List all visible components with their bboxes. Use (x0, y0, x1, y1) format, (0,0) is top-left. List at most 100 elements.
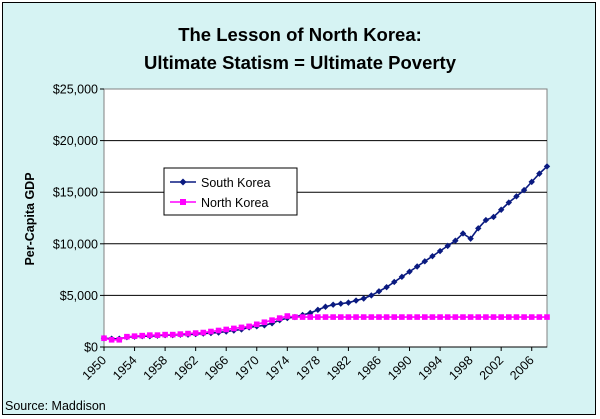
data-point-north-korea (124, 333, 130, 340)
data-point-north-korea (261, 319, 268, 326)
data-point-south-korea (520, 186, 528, 194)
y-tick-label: $15,000 (53, 186, 98, 200)
y-tick-label: $5,000 (60, 289, 98, 303)
data-point-north-korea (437, 314, 443, 320)
data-point-south-korea (322, 303, 329, 310)
data-point-north-korea (460, 314, 466, 320)
x-tick-label: 1954 (110, 353, 140, 383)
data-point-north-korea (162, 331, 168, 338)
data-point-north-korea (292, 314, 298, 320)
data-point-north-korea (284, 313, 291, 319)
x-tick-label: 2002 (477, 353, 507, 383)
y-axis: $0 $5,000 $10,000 $15,000 $20,000 $25,000 (53, 83, 104, 355)
data-point-north-korea (399, 314, 405, 320)
data-point-south-korea (352, 297, 360, 304)
data-point-north-korea (391, 314, 398, 320)
data-point-north-korea (131, 333, 138, 339)
data-point-south-korea (345, 299, 352, 306)
data-point-north-korea (139, 332, 145, 339)
data-point-north-korea (383, 314, 390, 320)
data-point-north-korea (544, 314, 550, 320)
x-tick-label: 1990 (385, 353, 415, 383)
data-point-north-korea (406, 314, 413, 320)
data-point-north-korea (223, 326, 230, 333)
chart-title-line-1: The Lesson of North Korea: (178, 24, 422, 45)
y-tick-label: $25,000 (53, 83, 98, 97)
data-point-north-korea (231, 325, 237, 332)
x-tick-label: 1998 (446, 353, 476, 383)
data-point-north-korea (360, 314, 367, 320)
data-point-south-korea (475, 225, 482, 232)
data-point-north-korea (414, 314, 420, 320)
data-point-south-korea (337, 300, 344, 307)
data-point-north-korea (169, 331, 176, 338)
data-point-south-korea (513, 193, 520, 200)
data-point-south-korea (543, 163, 551, 170)
x-tick-label: 1950 (80, 353, 110, 383)
x-tick-label: 2006 (507, 353, 537, 383)
data-point-north-korea (116, 336, 123, 343)
data-point-north-korea (490, 314, 497, 320)
x-tick-label: 1986 (355, 353, 385, 383)
source-note: Source: Maddison (5, 399, 106, 413)
data-point-south-korea (497, 206, 505, 213)
data-point-north-korea (246, 323, 252, 330)
data-point-north-korea (154, 332, 161, 338)
data-point-south-korea (406, 268, 413, 275)
x-tick-label: 1994 (416, 353, 446, 383)
x-tick-label: 1958 (141, 353, 171, 383)
data-point-north-korea (307, 314, 314, 320)
data-point-south-korea (490, 213, 497, 221)
data-point-south-korea (459, 230, 467, 237)
data-point-north-korea (208, 328, 214, 335)
x-tick-label: 1962 (171, 353, 201, 383)
data-point-north-korea (299, 314, 306, 320)
data-point-south-korea (360, 295, 367, 302)
data-point-south-korea (375, 288, 383, 295)
data-point-north-korea (276, 315, 283, 321)
data-point-north-korea (253, 321, 260, 328)
data-point-south-korea (482, 216, 490, 224)
data-point-north-korea (192, 330, 199, 336)
gridlines (104, 140, 547, 296)
data-point-north-korea (147, 332, 153, 338)
data-point-north-korea (101, 335, 107, 342)
data-point-north-korea (108, 336, 115, 343)
data-point-north-korea (376, 314, 382, 320)
data-point-north-korea (200, 329, 207, 336)
data-point-north-korea (528, 314, 535, 320)
data-point-north-korea (444, 314, 451, 320)
data-point-north-korea (421, 314, 428, 320)
data-point-north-korea (185, 330, 191, 337)
legend-marker-south-korea (179, 178, 187, 186)
data-point-north-korea (238, 324, 245, 331)
legend: South Korea North Korea (163, 167, 298, 216)
y-tick-label: $20,000 (53, 134, 98, 148)
data-point-north-korea (177, 331, 184, 337)
legend-marker-north-korea (180, 199, 186, 205)
data-point-north-korea (337, 314, 344, 320)
y-tick-label: $10,000 (53, 237, 98, 251)
data-point-south-korea (452, 237, 459, 244)
x-tick-label: 1974 (263, 353, 293, 383)
data-point-south-korea (383, 283, 390, 291)
data-point-south-korea (368, 292, 375, 299)
data-point-north-korea (353, 314, 359, 320)
data-point-north-korea (269, 317, 275, 323)
x-tick-label: 1970 (232, 353, 262, 383)
legend-label-north-korea: North Korea (201, 196, 268, 210)
data-point-south-korea (329, 301, 337, 308)
x-tick-label: 1982 (324, 353, 354, 383)
data-point-north-korea (498, 314, 504, 320)
data-point-north-korea (330, 314, 336, 320)
legend-label-south-korea: South Korea (201, 176, 271, 190)
data-point-north-korea (506, 314, 512, 320)
data-point-south-korea (536, 170, 543, 177)
data-point-south-korea (398, 273, 406, 281)
data-point-north-korea (315, 314, 321, 320)
data-point-north-korea (452, 314, 459, 320)
y-tick-label: $0 (84, 341, 98, 355)
data-point-north-korea (467, 314, 474, 320)
data-point-north-korea (345, 314, 352, 320)
data-point-south-korea (429, 252, 436, 260)
